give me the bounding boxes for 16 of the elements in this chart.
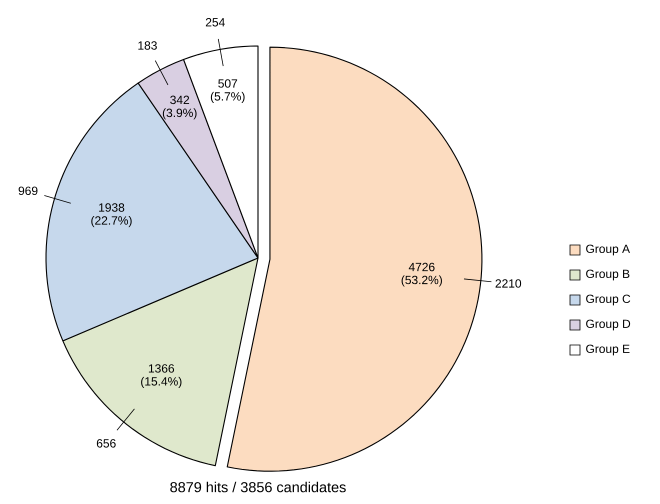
text: 2210 — [496, 279, 522, 288]
legend-label: Group D — [586, 320, 630, 330]
text: 969 — [18, 186, 38, 196]
legend-label: Group B — [586, 270, 630, 280]
data-label: 507 (5.7%) — [210, 79, 245, 103]
text: 656 — [96, 439, 116, 448]
data-label: 4726 (53.2%) — [402, 262, 442, 287]
data-label: 1938 (22.7%) — [91, 203, 132, 228]
text: 8879 hits / 3856 candidates — [170, 482, 346, 492]
data-label: 342 (3.9%) — [162, 96, 197, 120]
text: 254 — [206, 18, 225, 26]
legend-label: Group C — [586, 294, 630, 306]
text: 183 — [138, 41, 157, 50]
legend-label: Group A — [586, 244, 630, 256]
data-label: 1366 (15.4%) — [141, 364, 182, 388]
legend-label: Group E — [586, 344, 630, 356]
